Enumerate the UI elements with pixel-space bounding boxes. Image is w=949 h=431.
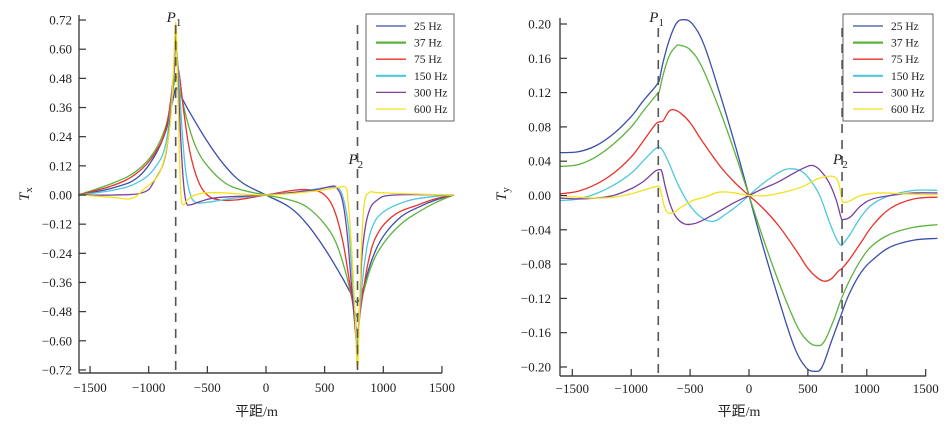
x-tick-label: 1500 [913,381,939,396]
y-tick-label: 0.48 [49,71,72,86]
series-line-25hz [78,87,454,303]
x-tick-label: 1000 [854,381,880,396]
legend-entry: 37 Hz [891,38,919,50]
y-tick-label: −0.36 [42,275,73,290]
y-tick-label: −0.72 [42,362,72,377]
y-tick-label: 0.20 [528,17,551,32]
marker-label-p2: P2 [347,152,363,171]
legend-entry: 600 Hz [414,104,448,116]
y-tick-label: 0.36 [49,100,72,115]
legend-entry: 300 Hz [891,87,925,99]
tx-chart: P1 P2 0.72 0.60 0.48 0.36 0.24 0.12 0.00 −0.12 −0.… [17,10,455,420]
ty-chart: P1 P2 0.20 0.16 0.12 0.08 0.04 0.00 −0.04 −0.08 −0… [494,10,939,420]
marker-label-p2: P2 [832,152,848,171]
legend-entry: 150 Hz [891,71,925,83]
legend-entry: 75 Hz [891,54,919,66]
y-tick-label: 0.04 [528,154,551,169]
x-tick-label: −500 [194,380,221,395]
series-group [560,19,938,373]
legend-entry: 25 Hz [891,21,919,33]
y-tick-label: −0.12 [521,291,551,306]
y-tick-label: −0.48 [42,304,72,319]
x-tick-label: 1000 [370,380,396,395]
y-tick-label: 0.12 [528,85,551,100]
x-tick-label: −1000 [132,380,165,395]
y-tick-label: 0.08 [528,119,551,134]
x-tick-label: −1500 [73,380,106,395]
series-line-600hz [78,21,454,371]
x-tick-label: 500 [798,381,818,396]
x-tick-label: 0 [263,380,270,395]
series-line-37hz [560,44,938,347]
x-tick-label: −1000 [615,381,648,396]
x-tick-label: −1500 [556,381,589,396]
y-tick-label: −0.08 [521,257,551,272]
y-tick-label: −0.04 [521,222,552,237]
marker-label-p1: P1 [166,10,182,29]
y-axis-label: Tx [17,187,35,201]
legend-entry: 600 Hz [891,104,925,116]
x-axis-label: 平距/m [235,404,278,420]
y-tick-label: −0.20 [521,360,551,375]
series-line-25hz [560,19,938,373]
legend-entry: 75 Hz [414,54,442,66]
y-tick-label: 0.12 [49,158,72,173]
x-tick-label: 1500 [429,380,455,395]
x-axis-label: 平距/m [718,404,761,420]
x-tick-label: 0 [746,381,753,396]
y-tick-label: 0.00 [49,188,72,203]
legend-box [842,13,934,122]
y-tick-label: −0.16 [521,325,552,340]
y-tick-label: −0.24 [42,246,73,261]
y-tick-label: 0.24 [49,129,72,144]
series-line-600hz [560,175,938,215]
legend-entry: 150 Hz [414,71,448,83]
y-axis-label: Ty [494,187,512,201]
legend-box [365,13,455,122]
y-tick-label: 0.00 [528,188,551,203]
series-line-150hz [560,146,938,247]
y-tick-label: 0.60 [49,42,72,57]
y-tick-label: 0.72 [49,13,72,28]
x-tick-label: −500 [677,381,704,396]
legend: 25 Hz 37 Hz 75 Hz 150 Hz 300 Hz 600 Hz [365,13,455,122]
series-group [78,21,454,371]
legend-entry: 300 Hz [414,87,448,99]
legend-entry: 25 Hz [414,21,442,33]
legend: 25 Hz 37 Hz 75 Hz 150 Hz 300 Hz 600 Hz [842,13,934,122]
y-tick-label: 0.16 [528,51,551,66]
marker-label-p1: P1 [648,10,664,29]
series-line-300hz [560,164,938,226]
legend-entry: 37 Hz [414,38,442,50]
series-line-75hz [560,108,938,282]
y-tick-label: −0.12 [42,217,72,232]
y-tick-label: −0.60 [42,333,72,348]
x-tick-label: 500 [315,380,335,395]
